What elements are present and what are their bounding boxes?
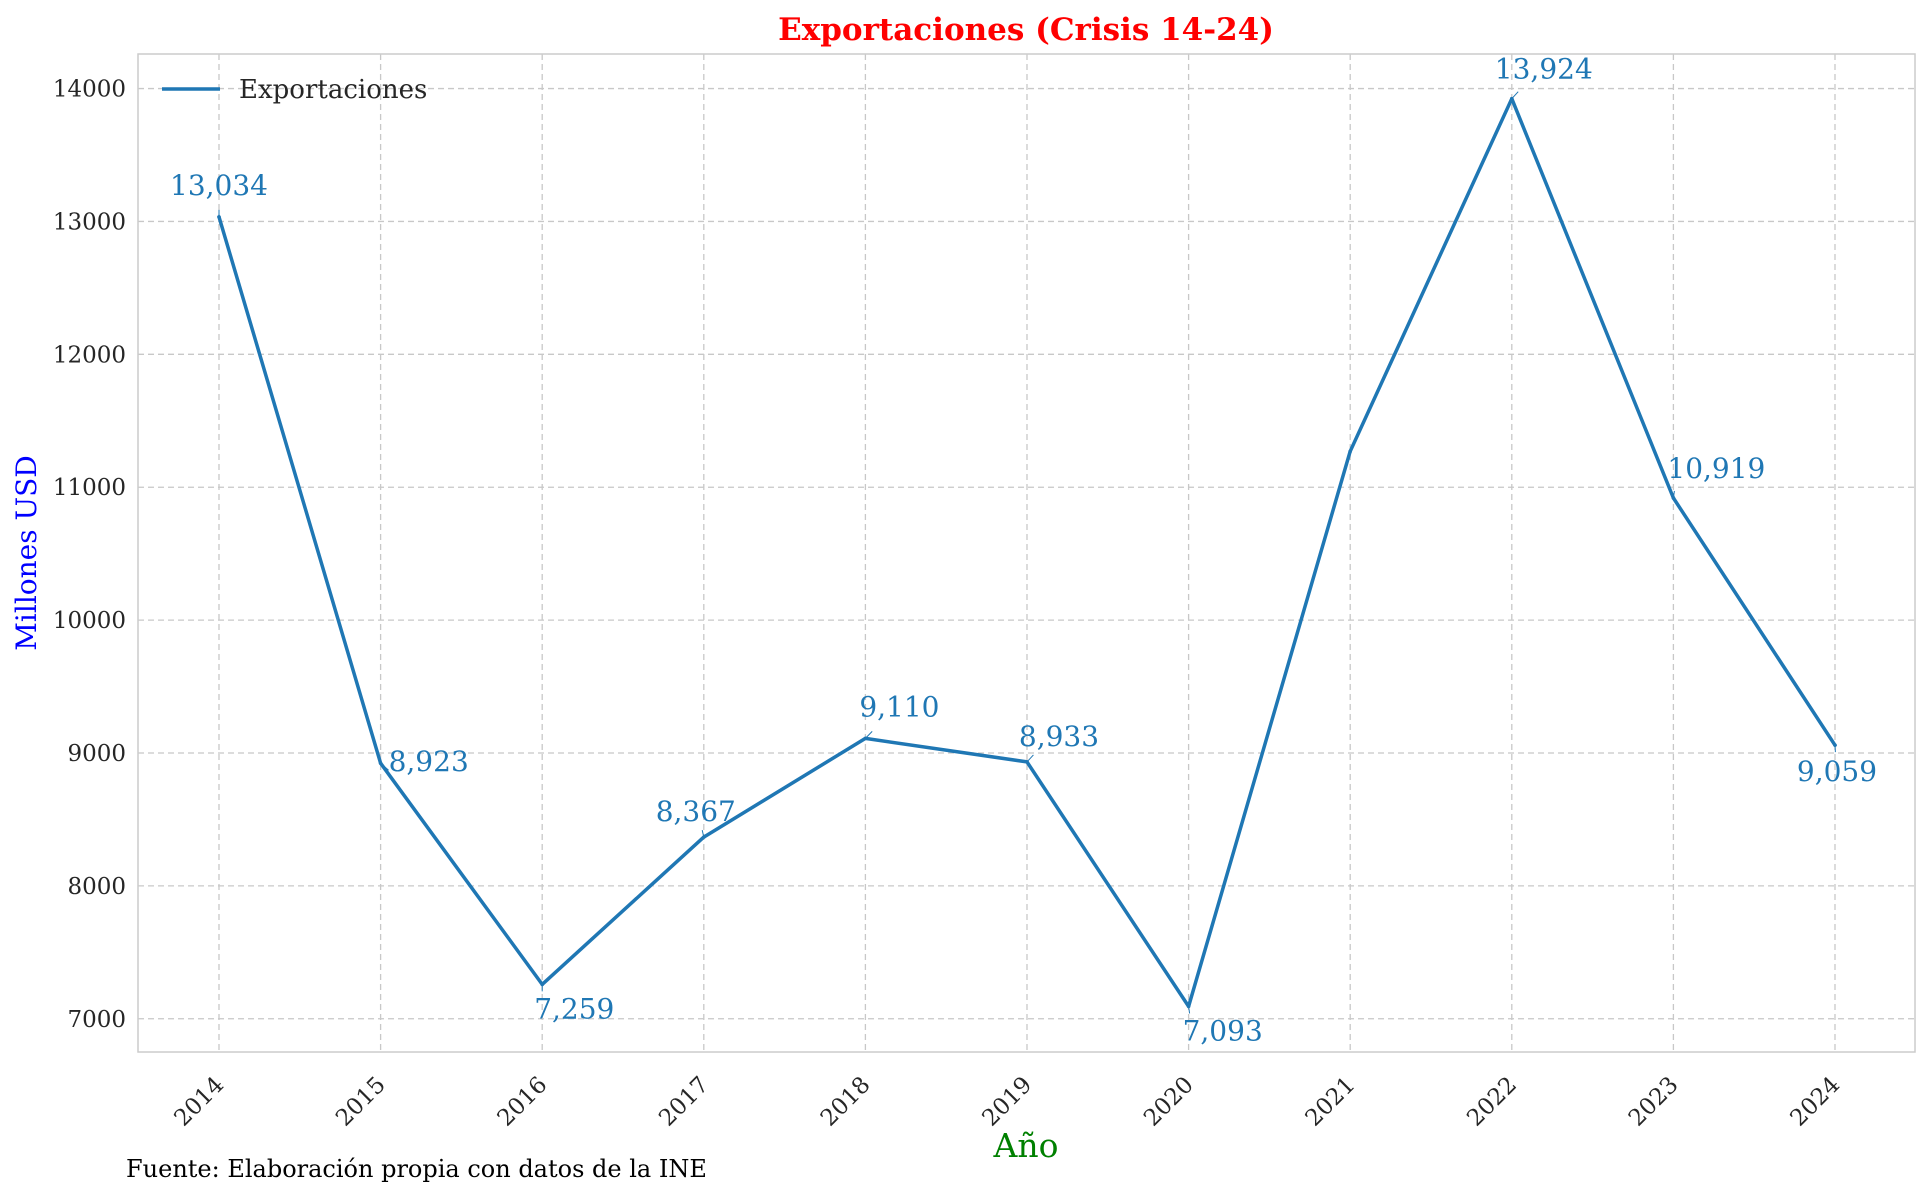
data-label-2014: 13,034 <box>170 169 268 202</box>
x-tick-label-2016: 2016 <box>493 1072 553 1132</box>
data-label-leader-2019 <box>1026 754 1034 763</box>
series-exportaciones <box>217 96 1837 1009</box>
x-tick-label-2021: 2021 <box>1301 1072 1361 1132</box>
data-label-2019: 8,933 <box>1019 720 1099 753</box>
data-label-leader-2022 <box>1511 91 1519 99</box>
y-tick-label-13000: 13000 <box>53 209 126 235</box>
y-tick-label-7000: 7000 <box>67 1007 126 1033</box>
plot-area-frame <box>137 53 1916 1053</box>
data-label-2018: 9,110 <box>859 690 939 723</box>
y-tick-label-10000: 10000 <box>53 608 126 634</box>
data-label-leader-2018 <box>865 731 873 739</box>
x-axis-label: Año <box>993 1126 1059 1165</box>
x-tick-label-2023: 2023 <box>1624 1072 1684 1132</box>
data-label-leader-2015 <box>380 762 389 771</box>
x-tick-label-2018: 2018 <box>816 1072 876 1132</box>
y-tick-label-11000: 11000 <box>53 475 126 501</box>
data-point-2021 <box>1348 449 1352 454</box>
y-tick-label-14000: 14000 <box>53 77 126 103</box>
data-label-2017: 8,367 <box>656 795 736 828</box>
data-point-2020 <box>1186 1004 1191 1009</box>
data-label-2016: 7,259 <box>534 992 614 1025</box>
data-label-2022: 13,924 <box>1495 53 1593 86</box>
x-tick-label-2015: 2015 <box>331 1072 391 1132</box>
x-tick-label-2019: 2019 <box>977 1072 1037 1132</box>
y-tick-label-9000: 9000 <box>67 741 126 767</box>
data-label-leader-2023 <box>1672 490 1675 499</box>
data-label-2023: 10,919 <box>1667 452 1765 485</box>
data-label-2024: 9,059 <box>1797 755 1877 788</box>
x-axis-ticks: 2014 2015 2016 2017 2018 2019 2020 2021 2022 2023… <box>169 1072 1845 1132</box>
data-label-2015: 8,923 <box>389 745 469 778</box>
chart-title: Exportaciones (Crisis 14-24) <box>778 12 1274 48</box>
x-tick-label-2014: 2014 <box>169 1072 229 1132</box>
legend-label-exportaciones: Exportaciones <box>239 75 427 105</box>
x-tick-label-2017: 2017 <box>654 1072 714 1132</box>
data-label-2020: 7,093 <box>1183 1014 1263 1047</box>
grid-lines <box>138 54 1915 1052</box>
y-axis-label: Millones USD <box>10 455 43 651</box>
data-labels: 13,034 8,923 7,259 8,367 9,110 8,933 7,093 13,9… <box>170 53 1877 1048</box>
y-tick-label-12000: 12000 <box>53 342 126 368</box>
data-label-leader-2020 <box>1188 1006 1191 1014</box>
legend: Exportaciones <box>162 75 427 105</box>
data-point-2023 <box>1671 496 1676 500</box>
x-tick-label-2024: 2024 <box>1785 1072 1845 1132</box>
x-tick-label-2020: 2020 <box>1139 1072 1199 1132</box>
y-axis-ticks: 7000 8000 9000 10000 11000 12000 13000 14000 <box>53 77 126 1033</box>
y-tick-label-8000: 8000 <box>67 874 126 900</box>
data-label-leader-2017 <box>701 830 705 838</box>
x-tick-label-2022: 2022 <box>1462 1072 1522 1132</box>
source-note: Fuente: Elaboración propia con datos de … <box>126 1155 707 1183</box>
